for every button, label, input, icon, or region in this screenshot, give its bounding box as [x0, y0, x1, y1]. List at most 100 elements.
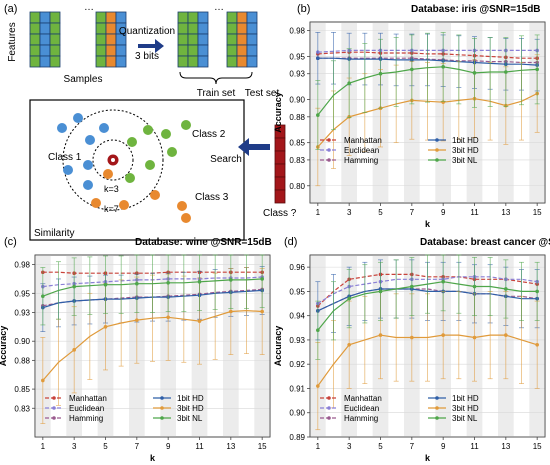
quantized-cell: [236, 55, 248, 68]
x-tick-label: 3: [347, 208, 352, 217]
samples-label: Samples: [64, 74, 103, 85]
sample-cell: [29, 55, 41, 68]
class-point: [91, 198, 101, 208]
sample-cell: [29, 22, 41, 35]
class-point: [85, 135, 95, 145]
samples-ellipsis: …: [84, 2, 94, 13]
plot-frame: [309, 21, 546, 204]
k7-label: k=7: [104, 204, 119, 214]
sample-cell: [39, 33, 51, 46]
class-point: [125, 173, 135, 183]
quantized-cell: [226, 33, 238, 46]
class1-label: Class 1: [48, 152, 82, 163]
data-point: [316, 113, 320, 117]
sample-cell: [95, 11, 107, 24]
quantized-cell: [177, 22, 189, 35]
data-point: [441, 333, 445, 337]
sample-cell: [39, 55, 51, 68]
y-tick-label: 0.83: [14, 404, 30, 413]
sample-cell: [39, 22, 51, 35]
data-point: [441, 65, 445, 69]
data-point: [135, 281, 139, 286]
x-tick-label: 7: [410, 208, 415, 217]
panel-label: (b): [297, 3, 310, 15]
x-tick-label: 11: [195, 442, 204, 451]
test-set-label: Test set: [245, 88, 280, 99]
x-axis-label: k: [425, 219, 431, 229]
quantized-ellipsis: …: [214, 2, 224, 13]
quantized-grid: [177, 11, 258, 68]
query-cell: [274, 189, 286, 204]
legend-label: Hamming: [344, 414, 378, 423]
x-tick-label: 1: [41, 442, 46, 451]
chart-wine: (c) Database: wine @SNR=15dB 0.83 0.85 0.88 0…: [0, 236, 272, 463]
data-point: [41, 378, 45, 383]
data-point: [103, 325, 108, 329]
y-tick-label: 0.85: [289, 139, 305, 148]
x-tick-label: 1: [316, 208, 321, 217]
class-point: [167, 147, 177, 157]
x-tick-label: 5: [103, 442, 108, 451]
legend-label: Manhattan: [344, 394, 382, 403]
class-point: [181, 120, 191, 130]
quantization-label: Quantization: [119, 26, 175, 37]
data-point: [347, 81, 351, 85]
legend-marker: [327, 396, 331, 400]
legend-marker: [160, 416, 164, 420]
class-point: [83, 160, 93, 170]
quantized-cell: [197, 33, 209, 46]
legend-label: Manhattan: [69, 394, 107, 403]
legend-marker: [327, 416, 331, 420]
class-point: [103, 169, 113, 179]
sample-cell: [115, 55, 127, 68]
legend-label: 3bit NL: [452, 156, 478, 165]
data-point: [472, 71, 477, 75]
series-line: [42, 309, 263, 381]
data-point: [316, 328, 320, 333]
panel-label: (c): [4, 236, 17, 248]
data-point: [166, 280, 170, 285]
x-tick-label: 15: [533, 442, 542, 451]
quantized-cell: [187, 33, 199, 46]
chart-breast-cancer: (d) Database: breast cancer @SNR=15dB 0.89…: [273, 236, 550, 463]
data-point: [166, 315, 170, 320]
data-point: [260, 309, 264, 314]
class-point: [145, 160, 155, 170]
k3-circle: [92, 139, 134, 181]
data-point: [472, 335, 477, 340]
bits-label: 3 bits: [135, 51, 159, 62]
x-tick-label: 1: [316, 442, 321, 451]
legend-marker: [52, 416, 56, 420]
legend-marker: [327, 148, 331, 152]
y-tick-label: 0.85: [14, 385, 30, 394]
quantized-cell: [187, 55, 199, 68]
sample-cell: [95, 22, 107, 35]
x-tick-label: 7: [410, 442, 415, 451]
legend-label: 3bit HD: [452, 404, 479, 413]
y-tick-label: 0.91: [289, 384, 305, 393]
x-tick-label: 5: [378, 442, 383, 451]
data-point: [229, 278, 233, 282]
x-tick-label: 15: [258, 442, 267, 451]
legend-marker: [435, 158, 439, 162]
class-points: [57, 113, 191, 223]
sample-cell: [95, 44, 107, 57]
x-tick-label: 3: [72, 442, 77, 451]
quantized-cell: [187, 11, 199, 24]
class3-label: Class 3: [195, 192, 229, 203]
quantized-cell: [177, 33, 189, 46]
x-tick-label: 9: [166, 442, 171, 451]
data-point: [316, 384, 320, 388]
legend-marker: [327, 138, 331, 142]
chart-title: Database: breast cancer @SNR=15dB: [420, 237, 550, 248]
y-axis-label: Accuracy: [273, 326, 283, 367]
y-tick-label: 0.88: [14, 356, 30, 365]
y-axis-label: Accuracy: [0, 326, 8, 367]
k3-label: k=3: [104, 184, 119, 194]
data-point: [197, 280, 202, 284]
search-arrow-icon: [238, 138, 270, 156]
data-point: [347, 342, 351, 347]
query-point-center: [111, 158, 115, 162]
schematic-panel: (a) Features … Samples Quantization 3 bi…: [4, 2, 297, 241]
